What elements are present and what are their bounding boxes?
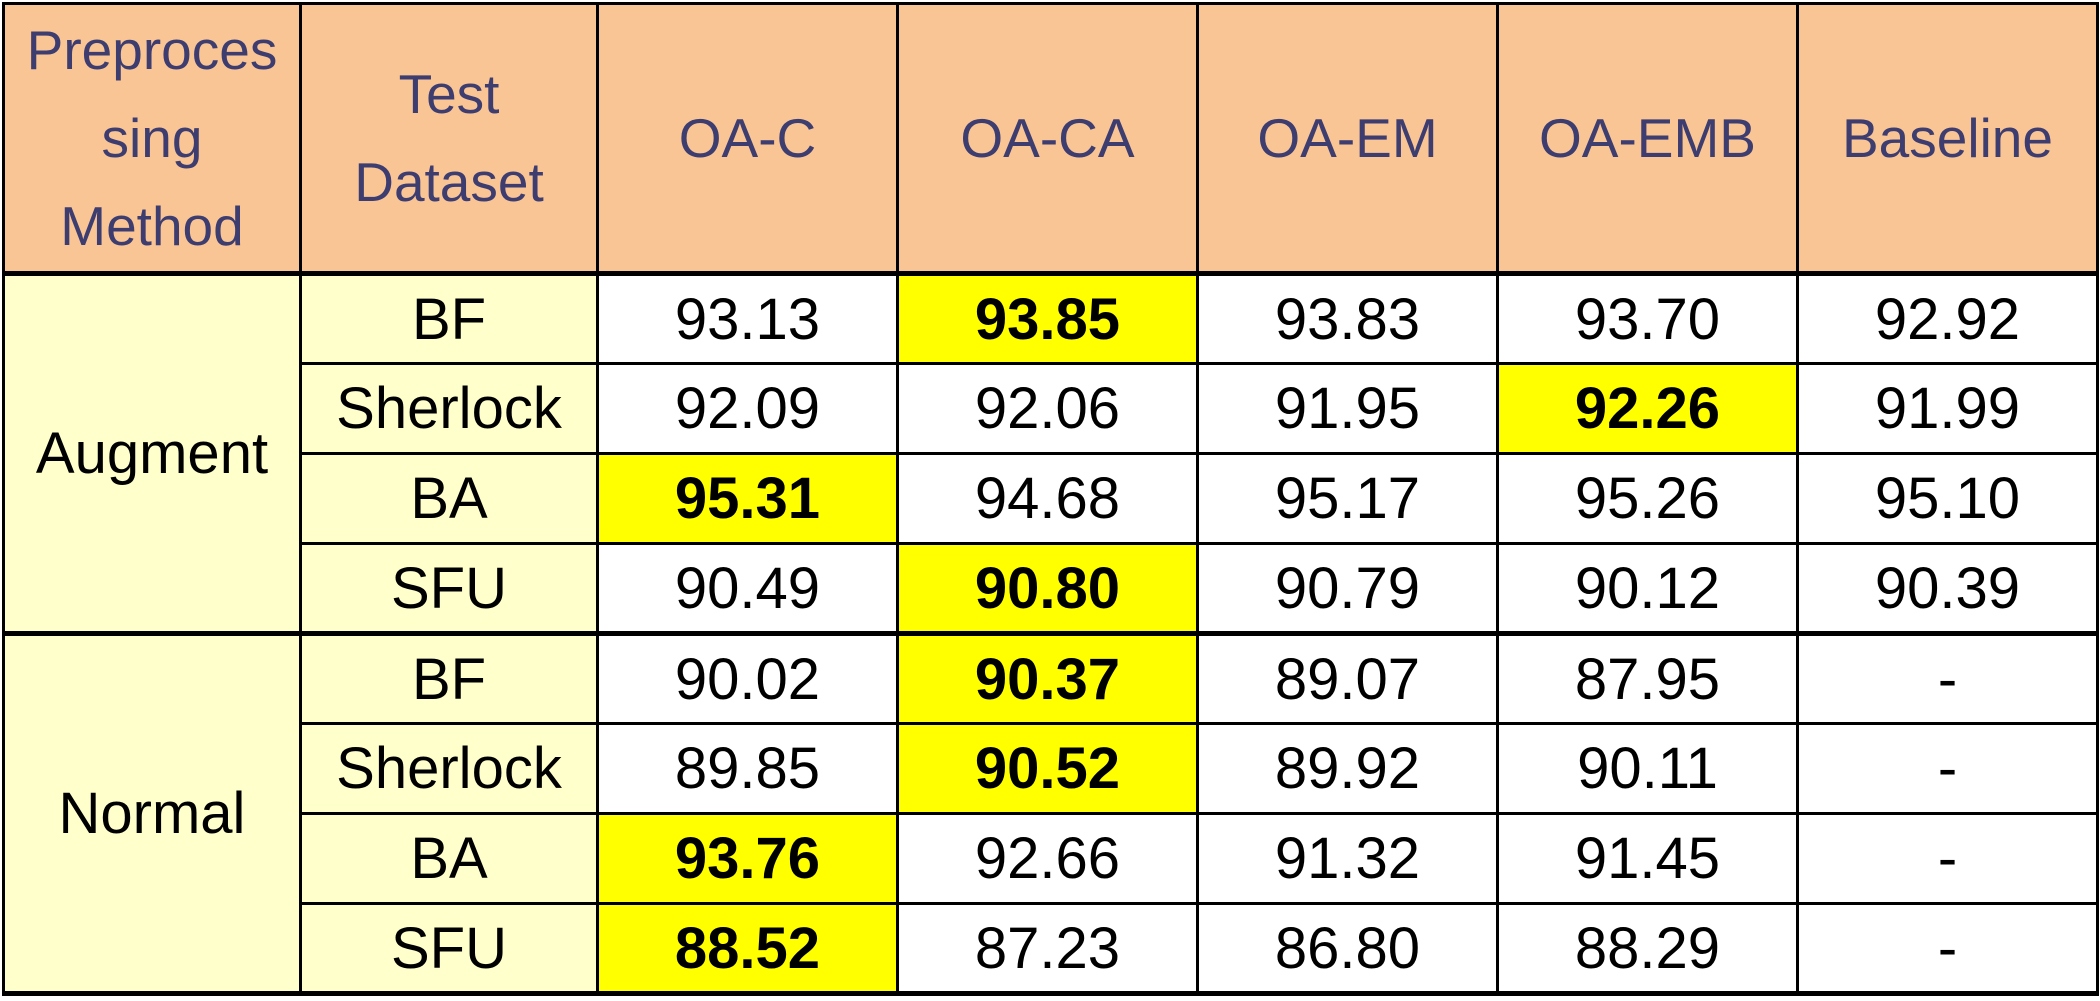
table-row: SFU 90.49 90.80 90.79 90.12 90.39 <box>4 542 2099 636</box>
table-body: Augment BF 93.13 93.85 93.83 93.70 92.92 Sherlo… <box>2 272 2099 996</box>
best-value-cell: 88.52 <box>596 902 899 996</box>
value-cell: 87.23 <box>896 902 1199 996</box>
value-cell: 88.29 <box>1496 902 1799 996</box>
best-value-cell: 90.80 <box>896 542 1199 636</box>
value-cell: 90.49 <box>596 542 899 636</box>
dataset-cell: Sherlock <box>299 362 599 455</box>
table-row: Normal BF 90.02 90.37 89.07 87.95- <box>2 632 2099 996</box>
table-row: Sherlock 89.85 90.52 89.92 90.11- <box>4 722 2099 815</box>
value-cell: 95.26 <box>1496 452 1799 545</box>
dataset-cell: SFU <box>299 542 599 636</box>
value-cell: - <box>1796 722 2099 815</box>
method-cell-normal: Normal <box>2 632 302 996</box>
value-cell: 92.06 <box>896 362 1199 455</box>
value-cell: 93.13 <box>596 272 899 365</box>
value-cell: 94.68 <box>896 452 1199 545</box>
header-test-dataset: Test Dataset <box>299 2 599 276</box>
best-value-cell: 93.85 <box>896 272 1199 365</box>
header-baseline: Baseline <box>1796 2 2099 276</box>
header-oa-c: OA-C <box>596 2 899 276</box>
header-oa-emb: OA-EMB <box>1496 2 1799 276</box>
value-cell: 91.99 <box>1796 362 2099 455</box>
dataset-cell: Sherlock <box>299 722 599 815</box>
value-cell: 89.92 <box>1196 722 1499 815</box>
value-cell: - <box>1796 812 2099 905</box>
header-preprocessing-method: Preproces sing Method <box>2 2 302 276</box>
value-cell: 90.12 <box>1496 542 1799 636</box>
best-value-cell: 92.26 <box>1496 362 1799 455</box>
value-cell: 95.10 <box>1796 452 2099 545</box>
dataset-cell: BA <box>299 452 599 545</box>
value-cell: - <box>1796 632 2099 725</box>
dataset-cell: BA <box>299 812 599 905</box>
value-cell: 90.02 <box>596 632 899 725</box>
best-value-cell: 90.37 <box>896 632 1199 725</box>
value-cell: 93.70 <box>1496 272 1799 365</box>
value-cell: 89.07 <box>1196 632 1499 725</box>
dataset-cell: SFU <box>299 902 599 996</box>
table-row: BA 95.31 94.68 95.17 95.26 95.10 <box>4 452 2099 545</box>
value-cell: 90.39 <box>1796 542 2099 636</box>
value-cell: 92.09 <box>596 362 899 455</box>
header-oa-ca: OA-CA <box>896 2 1199 276</box>
value-cell: 86.80 <box>1196 902 1499 996</box>
value-cell: 92.92 <box>1796 272 2099 365</box>
table-row: Augment BF 93.13 93.85 93.83 93.70 92.92 <box>2 272 2099 636</box>
value-cell: - <box>1796 902 2099 996</box>
dataset-cell: BF <box>299 272 599 365</box>
value-cell: 93.83 <box>1196 272 1499 365</box>
value-cell: 91.32 <box>1196 812 1499 905</box>
header-row: Preproces sing Method Test Dataset OA-C … <box>2 2 2099 276</box>
value-cell: 91.95 <box>1196 362 1499 455</box>
header-oa-em: OA-EM <box>1196 2 1499 276</box>
table-row: Sherlock 92.09 92.06 91.95 92.26 91.99 <box>4 362 2099 455</box>
value-cell: 90.79 <box>1196 542 1499 636</box>
value-cell: 95.17 <box>1196 452 1499 545</box>
best-value-cell: 95.31 <box>596 452 899 545</box>
value-cell: 91.45 <box>1496 812 1799 905</box>
table-row: SFU 88.52 87.23 86.80 88.29- <box>4 902 2099 996</box>
best-value-cell: 90.52 <box>896 722 1199 815</box>
method-cell-augment: Augment <box>2 272 302 636</box>
table-row: BA 93.76 92.66 91.32 91.45- <box>4 812 2099 905</box>
best-value-cell: 93.76 <box>596 812 899 905</box>
value-cell: 90.11 <box>1496 722 1799 815</box>
value-cell: 89.85 <box>596 722 899 815</box>
value-cell: 92.66 <box>896 812 1199 905</box>
dataset-cell: BF <box>299 632 599 725</box>
value-cell: 87.95 <box>1496 632 1799 725</box>
